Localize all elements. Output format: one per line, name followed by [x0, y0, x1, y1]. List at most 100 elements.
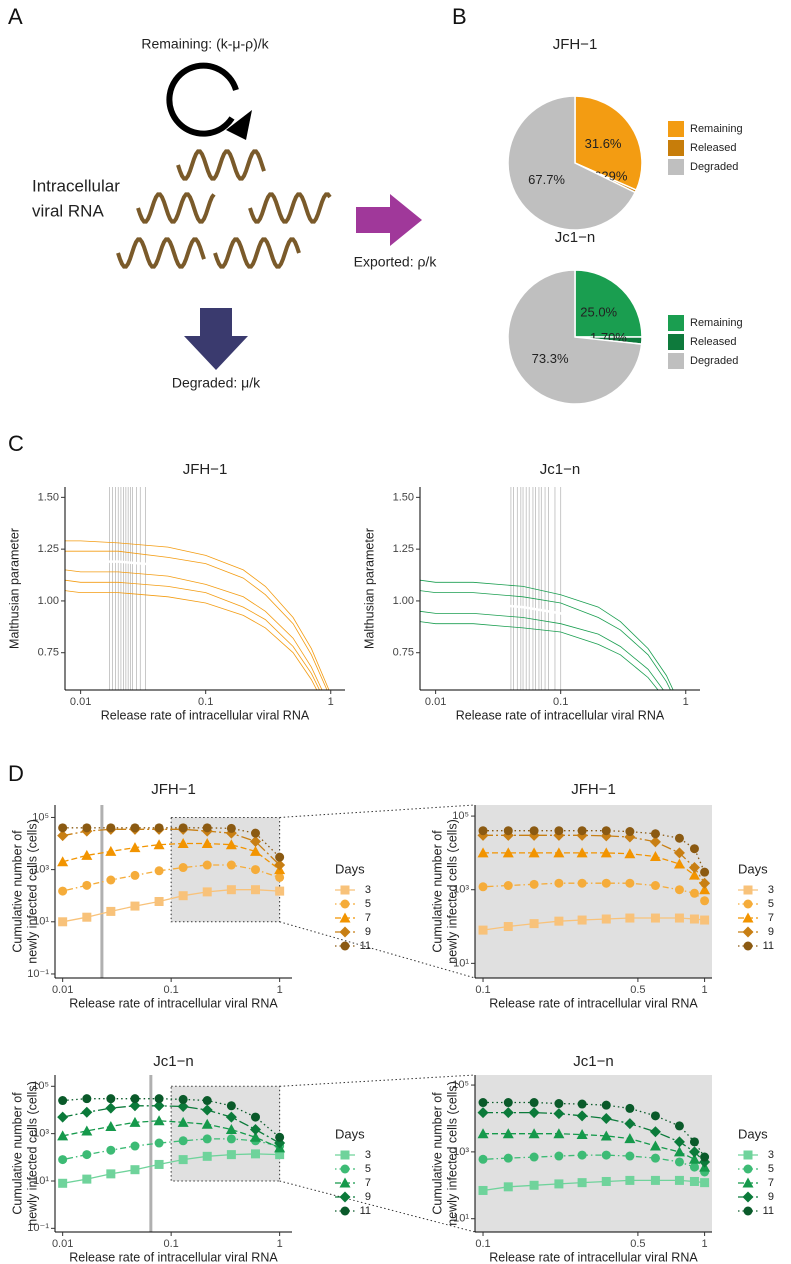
marker — [689, 844, 699, 854]
export-arrow — [356, 194, 422, 246]
legend-label: Degraded — [690, 161, 738, 173]
legend-marker — [742, 1191, 754, 1203]
marker — [650, 1153, 660, 1163]
legend-label: 7 — [365, 912, 371, 924]
legend-marker — [743, 1150, 753, 1160]
marker — [600, 847, 612, 858]
marker — [57, 830, 69, 842]
marker — [226, 1134, 236, 1144]
marker — [178, 823, 188, 833]
marker — [529, 826, 539, 836]
y-tick-label: 10¹ — [33, 916, 49, 928]
pie-slice — [574, 269, 643, 338]
marker — [649, 850, 661, 861]
x-axis-label: Release rate of intracellular viral RNA — [456, 708, 665, 722]
series-line — [62, 827, 281, 858]
marker — [673, 858, 685, 869]
marker — [625, 913, 635, 923]
chart-title: Jc1−n — [573, 1053, 613, 1070]
legend-label: 7 — [365, 1177, 371, 1189]
marker — [673, 1136, 685, 1148]
marker — [625, 1175, 635, 1185]
marker — [154, 1094, 164, 1104]
legend-label: 3 — [768, 884, 774, 896]
marker — [105, 1121, 117, 1132]
remaining-label: Remaining: (k-μ-ρ)/k — [141, 36, 269, 52]
legend-label: 3 — [365, 1149, 371, 1161]
x-tick-label: 0.1 — [475, 1238, 490, 1250]
marker — [249, 1123, 261, 1135]
marker — [202, 887, 212, 897]
marker — [275, 886, 285, 896]
marker — [674, 913, 684, 923]
marker — [105, 845, 117, 856]
marker — [576, 847, 588, 858]
marker — [178, 1136, 188, 1146]
plot-background — [475, 805, 712, 978]
marker — [649, 1140, 661, 1151]
legend-label: 9 — [365, 926, 371, 938]
marker — [202, 1096, 212, 1106]
series-line — [483, 1111, 706, 1163]
waves — [116, 149, 332, 269]
series-line — [62, 1105, 280, 1144]
marker — [502, 1107, 514, 1119]
marker — [249, 835, 261, 847]
marker — [275, 872, 285, 882]
legend-label: Released — [690, 336, 736, 348]
y-axis-label: Cumulative number of — [10, 1092, 24, 1215]
marker — [201, 1118, 213, 1129]
marker — [700, 915, 710, 925]
x-tick-label: 0.1 — [163, 1238, 178, 1250]
marker — [477, 1128, 489, 1139]
series-line — [62, 842, 280, 871]
legend-label: 9 — [768, 1191, 774, 1203]
series-line — [420, 610, 664, 690]
y-tick-label: 10⁵ — [32, 811, 49, 823]
panel-label: C — [8, 431, 24, 456]
marker — [202, 1151, 212, 1161]
y-axis-label: Cumulative number of — [430, 1092, 444, 1215]
chart-title: JFH−1 — [151, 781, 196, 798]
series-line — [65, 560, 326, 690]
marker — [178, 1094, 188, 1104]
marker — [58, 886, 68, 896]
legend-swatch — [668, 159, 684, 175]
marker — [106, 875, 116, 885]
y-tick-label: 10³ — [33, 864, 49, 876]
marker — [528, 1128, 540, 1139]
marker — [674, 1121, 684, 1131]
y-tick-label: 10⁵ — [452, 810, 469, 822]
legend-marker — [340, 899, 350, 909]
marker — [529, 879, 539, 889]
marker — [600, 1130, 612, 1141]
marker — [250, 1112, 260, 1122]
chart-title: JFH−1 — [553, 36, 598, 53]
series-line — [65, 569, 323, 690]
marker — [625, 878, 635, 888]
legend-label: 11 — [360, 1205, 371, 1217]
marker — [58, 1178, 68, 1188]
diagram: Remaining: (k-μ-ρ)/k Intracellular viral… — [32, 36, 437, 391]
series-line — [65, 540, 330, 690]
marker — [503, 826, 513, 836]
marker — [554, 826, 564, 836]
marker — [601, 1176, 611, 1186]
x-tick-label: 0.1 — [475, 984, 490, 996]
legend-title: Days — [335, 861, 365, 876]
zoom-line — [279, 804, 476, 818]
series-line — [420, 599, 669, 690]
marker — [82, 912, 92, 922]
marker — [275, 1150, 285, 1160]
marker — [130, 1094, 140, 1104]
y-tick-label: 10¹ — [453, 1213, 469, 1225]
series-line — [62, 889, 280, 923]
arrowhead — [226, 110, 252, 140]
marker — [57, 1130, 69, 1141]
marker — [650, 829, 660, 839]
legend-marker — [340, 885, 350, 895]
marker — [700, 1178, 710, 1188]
legend-label: 11 — [763, 1205, 774, 1217]
legend-label: 3 — [768, 1149, 774, 1161]
y-tick-label: 0.75 — [393, 647, 414, 659]
